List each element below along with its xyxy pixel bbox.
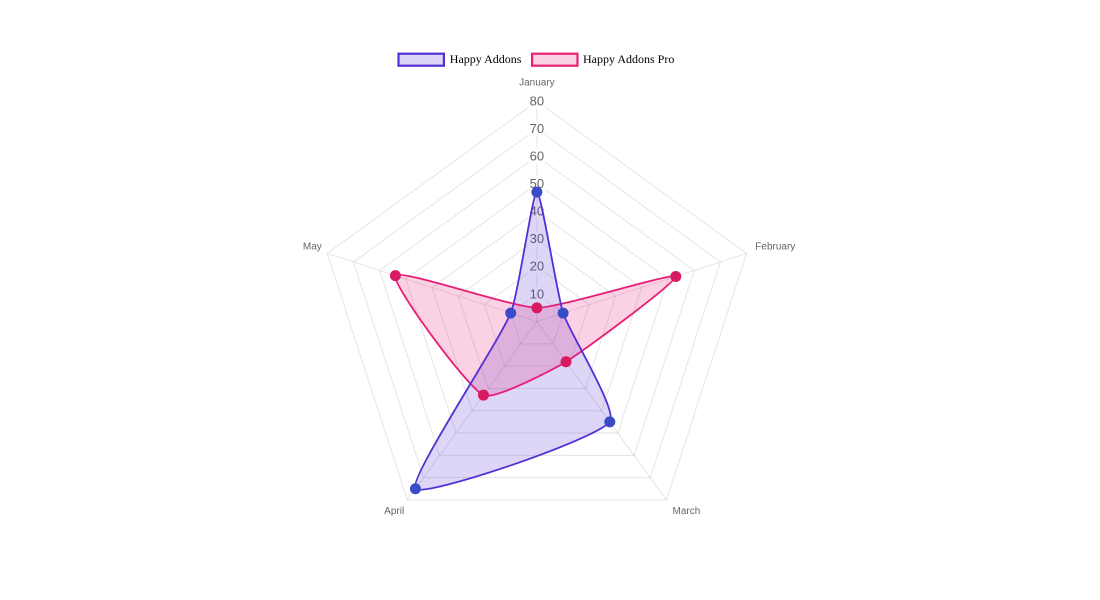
svg-text:Happy Addons Pro: Happy Addons Pro bbox=[583, 52, 674, 66]
svg-text:60: 60 bbox=[530, 148, 544, 163]
svg-text:May: May bbox=[303, 241, 322, 252]
svg-text:70: 70 bbox=[530, 121, 544, 136]
svg-text:80: 80 bbox=[530, 93, 544, 108]
svg-text:March: March bbox=[673, 506, 701, 517]
svg-text:April: April bbox=[384, 506, 404, 517]
svg-text:January: January bbox=[519, 78, 555, 89]
svg-text:20: 20 bbox=[530, 259, 544, 274]
svg-text:50: 50 bbox=[530, 176, 544, 191]
svg-text:30: 30 bbox=[530, 231, 544, 246]
svg-text:10: 10 bbox=[530, 286, 544, 301]
svg-text:40: 40 bbox=[530, 204, 544, 219]
svg-text:Happy Addons: Happy Addons bbox=[450, 52, 522, 66]
svg-text:February: February bbox=[755, 241, 795, 252]
